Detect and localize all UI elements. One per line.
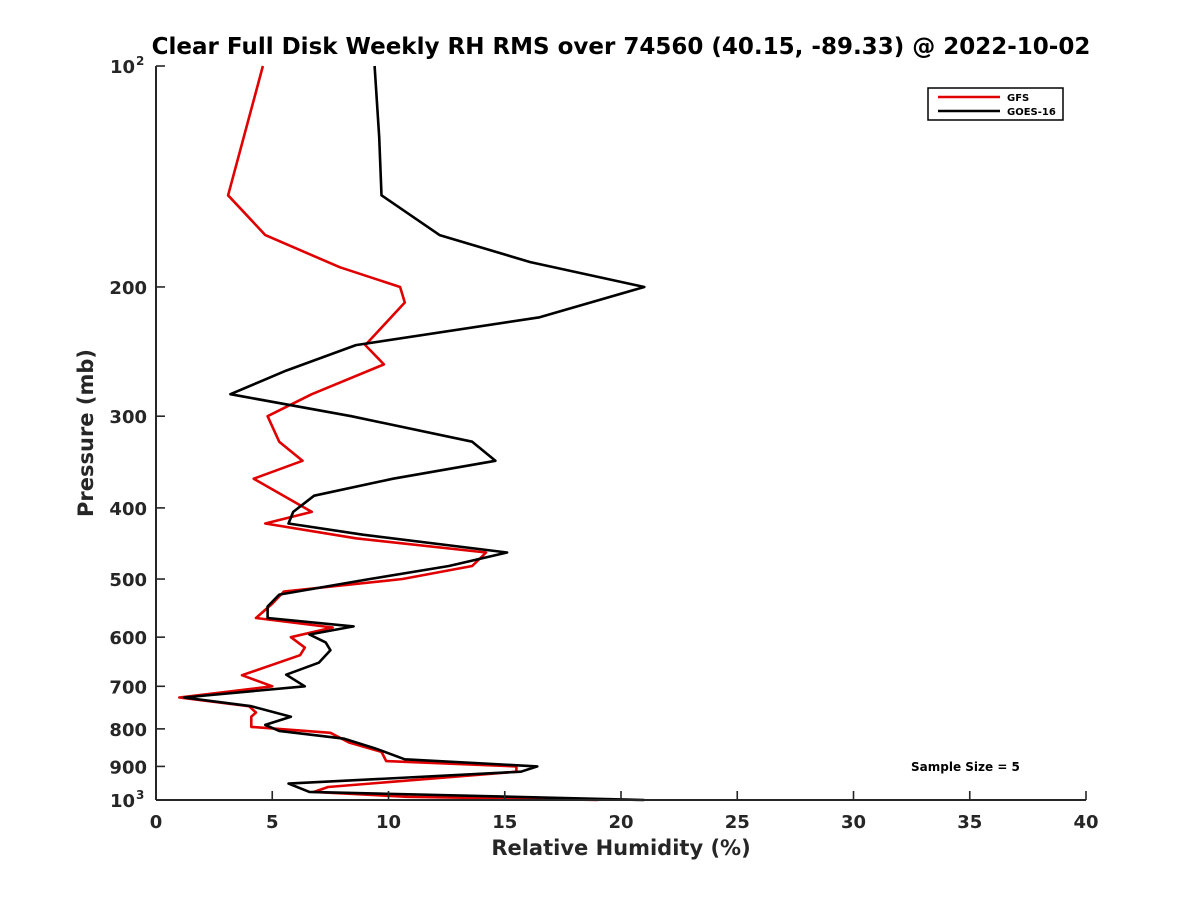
plot-background xyxy=(156,66,1086,800)
plot-area xyxy=(156,66,1086,800)
y-axis-label: Pressure (mb) xyxy=(74,349,98,517)
x-tick-label: 5 xyxy=(266,812,279,833)
sample-size-annotation: Sample Size = 5 xyxy=(911,760,1020,774)
x-tick-label: 20 xyxy=(608,812,633,833)
series-layer xyxy=(178,65,646,802)
y-tick-label: 600 xyxy=(109,628,147,649)
x-tick-label: 0 xyxy=(150,812,163,833)
legend-label-goes16: GOES-16 xyxy=(1007,107,1056,118)
chart-title: Clear Full Disk Weekly RH RMS over 74560… xyxy=(152,34,1091,60)
x-axis-label: Relative Humidity (%) xyxy=(491,836,750,860)
y-tick-label: 200 xyxy=(109,278,147,299)
x-tick-label: 15 xyxy=(492,812,517,833)
y-tick-label: 800 xyxy=(109,720,147,741)
y-tick-label: 700 xyxy=(109,677,147,698)
legend-box xyxy=(927,87,1064,121)
series-line-goes-16 xyxy=(182,65,646,802)
y-tick-label-base: 10 xyxy=(110,791,135,812)
x-tick-label: 35 xyxy=(957,812,982,833)
y-tick-label-exponent: 3 xyxy=(136,788,144,802)
y-tick-label: 900 xyxy=(109,757,147,778)
y-tick-label: 300 xyxy=(109,407,147,428)
x-tick-label: 40 xyxy=(1073,812,1098,833)
y-tick-label: 400 xyxy=(109,499,147,520)
x-tick-label: 30 xyxy=(841,812,866,833)
x-tick-label: 25 xyxy=(725,812,750,833)
y-tick-label-base: 10 xyxy=(110,57,135,78)
legend-label-gfs: GFS xyxy=(1007,93,1029,104)
y-tick-label-exponent: 2 xyxy=(136,54,144,68)
x-tick-label: 10 xyxy=(376,812,401,833)
x-ticks: 0 5 10 15 20 25 30 35 40 xyxy=(150,791,1099,833)
y-tick-label: 500 xyxy=(109,570,147,591)
legend: GFS GOES-16 xyxy=(927,87,1064,121)
